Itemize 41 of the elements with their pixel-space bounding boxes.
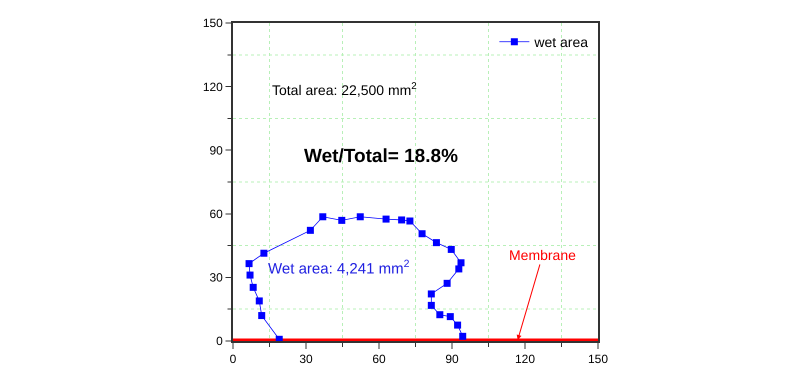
- point: [260, 250, 268, 257]
- point: [258, 312, 266, 320]
- point: [250, 284, 257, 291]
- y-tick-label: 0: [216, 334, 224, 348]
- y-tick-label: 120: [202, 80, 224, 94]
- ref-line-label: Membrane: [509, 247, 576, 263]
- y-tick-label: 150: [202, 16, 224, 30]
- point: [398, 216, 406, 224]
- point: [446, 313, 454, 320]
- annotation: Wet/Total= 18.8%: [304, 146, 458, 167]
- annotation: Wet area: 4,241 mm$^{2}$: [268, 258, 410, 278]
- x-tick-label: 0: [230, 352, 237, 366]
- point: [246, 272, 254, 279]
- point: [256, 297, 263, 304]
- point: [459, 332, 466, 340]
- annotation: Total area: 22,500 mm$^{2}$: [272, 81, 417, 98]
- x-tick-label: 30: [299, 352, 313, 366]
- point: [444, 280, 451, 287]
- point: [382, 216, 390, 223]
- point: [454, 322, 462, 329]
- y-tick-label: 60: [209, 207, 224, 221]
- y-tick-label: 30: [209, 270, 224, 285]
- point: [246, 260, 253, 268]
- point: [428, 290, 435, 298]
- y-tick-label: 90: [209, 143, 224, 158]
- point: [338, 216, 346, 224]
- point: [432, 239, 440, 246]
- point: [455, 265, 462, 272]
- x-tick-label: 90: [445, 352, 459, 366]
- point: [436, 311, 444, 318]
- legend-label: wet area: [533, 34, 588, 50]
- point: [448, 246, 455, 253]
- point: [306, 226, 314, 234]
- point: [319, 213, 326, 220]
- x-tick-label: 60: [372, 352, 386, 366]
- point: [428, 302, 435, 309]
- point: [418, 230, 426, 238]
- point: [406, 218, 414, 225]
- x-tick-label: 120: [514, 352, 536, 366]
- point: [356, 213, 364, 220]
- x-tick-label: 150: [588, 352, 608, 366]
